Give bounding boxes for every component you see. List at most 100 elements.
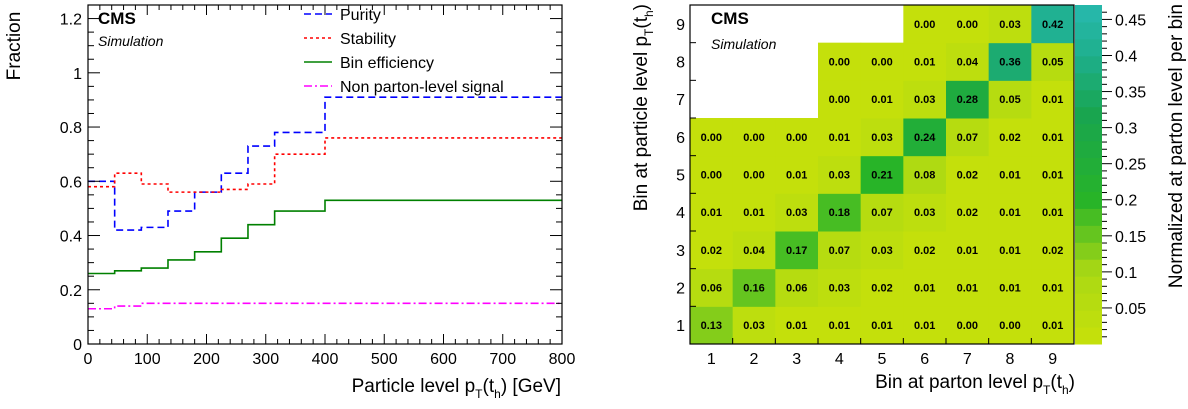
heatmap-cell [860, 193, 904, 232]
cell-value: 0.01 [914, 57, 935, 69]
x-tick-label: 400 [312, 351, 339, 368]
cell-value: 0.00 [957, 19, 978, 31]
heatmap-x-tick-label: 4 [835, 351, 844, 368]
heatmap-cell [690, 268, 734, 307]
cell-value: 0.18 [829, 207, 850, 219]
cell-value: 0.36 [999, 57, 1020, 69]
heatmap-cell [775, 306, 819, 345]
heatmap-cell [732, 306, 776, 345]
heatmap-cell [903, 155, 947, 194]
cell-value: 0.03 [743, 320, 764, 332]
x-tick-label: 200 [193, 351, 220, 368]
right-x-axis-label-end: ) [1069, 372, 1075, 393]
y-tick-label: 0.4 [60, 229, 82, 246]
heatmap-cell [946, 268, 990, 307]
heatmap-cell [903, 5, 947, 44]
heatmap-cell [1031, 118, 1075, 157]
migration-matrix: 0.13 0.03 0.01 0.01 0.01 0.01 0.00 0.00 0.010.06… [631, 4, 1187, 397]
heatmap-x-tick-label: 5 [878, 351, 887, 368]
legend-label: Stability [340, 31, 396, 48]
heatmap-cell [903, 268, 947, 307]
heatmap-cell [775, 193, 819, 232]
cell-value: 0.00 [743, 132, 764, 144]
heatmap-y-tick-label: 1 [676, 318, 685, 335]
heatmap-cell [988, 231, 1032, 270]
heatmap-x-tick-label: 1 [707, 351, 716, 368]
palette-swatch [1075, 208, 1102, 226]
heatmap-y-tick-label: 9 [676, 17, 685, 34]
heatmap-cell [1031, 193, 1075, 232]
cell-value: 0.02 [1042, 245, 1063, 257]
palette-swatch [1075, 106, 1102, 125]
cell-value: 0.02 [701, 245, 722, 257]
heatmap-cell [818, 231, 862, 270]
heatmap-cell [690, 306, 734, 345]
heatmap-cell [690, 231, 734, 270]
cell-value: 0.05 [999, 94, 1020, 106]
heatmap-cell [732, 155, 776, 194]
cell-value: 0.02 [957, 207, 978, 219]
cell-value: 0.01 [786, 170, 807, 182]
heatmap-cell [1031, 155, 1075, 194]
cell-value: 0.28 [957, 94, 978, 106]
cell-value: 0.02 [871, 283, 892, 295]
right-y-axis-label-mid: (t [631, 16, 652, 28]
palette-swatch [1075, 242, 1102, 260]
heatmap-y-tick-label: 6 [676, 130, 685, 147]
left-x-axis-label-main: Particle level p [352, 376, 476, 397]
heatmap-cell [1031, 268, 1075, 307]
palette-swatch [1075, 89, 1102, 108]
cell-value: 0.01 [957, 283, 978, 295]
cell-value: 0.03 [914, 94, 935, 106]
x-tick-label: 500 [371, 351, 398, 368]
right-plot-frame [689, 4, 1075, 345]
cell-value: 0.05 [1042, 57, 1063, 69]
heatmap-x-tick-label: 3 [792, 351, 801, 368]
right-y-axis-label: Bin at particle level pT(th) [631, 4, 656, 211]
cell-value: 0.01 [871, 94, 892, 106]
heatmap-cell [1031, 80, 1075, 119]
z-axis-label: Normalized at parton level per bin [1166, 4, 1187, 288]
palette-tick-label: 0.1 [1115, 265, 1137, 282]
heatmap-x-tick-label: 6 [920, 351, 929, 368]
cell-value: 0.42 [1042, 19, 1063, 31]
left-cms-label: CMS [98, 9, 136, 28]
heatmap-cell [775, 155, 819, 194]
heatmap-x-tick-label: 7 [963, 351, 972, 368]
y-tick-label: 0.8 [60, 120, 82, 137]
palette-swatch [1075, 157, 1102, 175]
heatmap-x-tick-label: 8 [1006, 351, 1015, 368]
heatmap-y-tick-label: 8 [676, 55, 685, 72]
cell-value: 0.01 [999, 283, 1020, 295]
cell-value: 0.07 [957, 132, 978, 144]
right-y-axis-label-sub1: T [642, 28, 656, 36]
heatmap-cell [775, 268, 819, 307]
right-x-axis-label-mid: (t [1050, 372, 1062, 393]
left-x-axis-label: Particle level pT(th) [GeV] [352, 376, 561, 401]
palette-swatch [1075, 55, 1102, 74]
cell-value: 0.01 [957, 245, 978, 257]
cell-value: 0.24 [914, 132, 936, 144]
x-tick-label: 0 [84, 351, 93, 368]
heatmap-cell [860, 155, 904, 194]
y-tick-label: 0 [73, 337, 82, 354]
heatmap-cell [732, 118, 776, 157]
x-tick-label: 700 [489, 351, 516, 368]
heatmap-cell [946, 42, 990, 81]
cell-value: 0.00 [786, 132, 807, 144]
heatmap-cell [988, 5, 1032, 44]
cell-value: 0.01 [1042, 283, 1063, 295]
cell-value: 0.01 [701, 207, 722, 219]
cell-value: 0.01 [999, 245, 1020, 257]
palette-swatch [1075, 191, 1102, 209]
heatmap-cell [818, 80, 862, 119]
heatmap-cell [818, 42, 862, 81]
right-y-axis-label-sub2: h [642, 10, 656, 17]
palette-tick-label: 0.4 [1115, 48, 1137, 65]
palette-swatch [1075, 276, 1102, 294]
left-plot-frame [87, 4, 563, 345]
palette-swatch [1075, 310, 1102, 328]
series-line-1 [88, 137, 562, 193]
heatmap-cell [988, 155, 1032, 194]
cell-value: 0.17 [786, 245, 807, 257]
